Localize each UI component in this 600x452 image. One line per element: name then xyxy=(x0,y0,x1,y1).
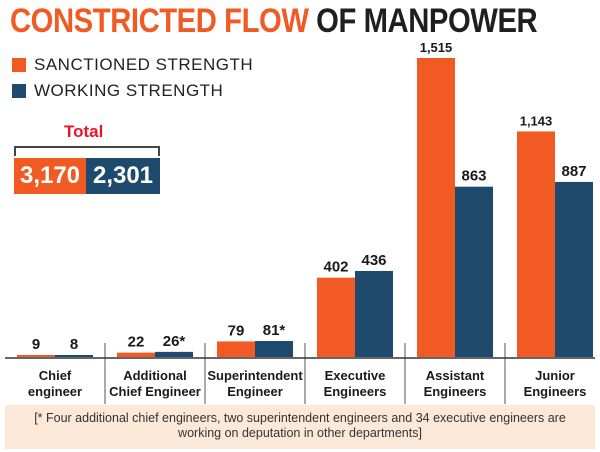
data-label-sanctioned-0: 9 xyxy=(32,336,40,353)
category-label-5-line-0: Junior xyxy=(535,368,575,383)
data-label-working-1: 26* xyxy=(163,333,186,350)
category-label-4-line-0: Assistant xyxy=(426,368,485,383)
legend-label-working: WORKING STRENGTH xyxy=(34,81,224,100)
chart-title: CONSTRICTED FLOW OF MANPOWER xyxy=(10,2,538,41)
category-label-0-line-1: engineer xyxy=(28,384,82,399)
total-label: Total xyxy=(64,122,104,141)
legend-swatch-working xyxy=(12,84,26,98)
legend: SANCTIONED STRENGTH WORKING STRENGTH xyxy=(12,52,253,104)
total-bracket xyxy=(14,146,160,156)
legend-label-sanctioned: SANCTIONED STRENGTH xyxy=(34,55,254,74)
category-label-2-line-1: Engineer xyxy=(227,384,283,399)
data-label-working-3: 436 xyxy=(361,252,386,269)
bar-sanctioned-2 xyxy=(217,341,255,357)
data-label-sanctioned-3: 402 xyxy=(323,259,348,276)
category-label-3-line-0: Executive xyxy=(325,368,386,383)
bar-sanctioned-3 xyxy=(317,277,355,357)
legend-item-working: WORKING STRENGTH xyxy=(12,78,253,104)
bar-working-2 xyxy=(255,341,293,357)
bar-working-0 xyxy=(55,355,93,357)
category-label-0-line-0: Chief xyxy=(39,368,72,383)
category-label-1-line-0: Additional xyxy=(123,368,187,383)
data-label-sanctioned-1: 22 xyxy=(128,334,145,351)
category-label-1-line-1: Chief Engineer xyxy=(109,384,201,399)
data-label-sanctioned-5: 1,143 xyxy=(520,113,553,128)
legend-item-sanctioned: SANCTIONED STRENGTH xyxy=(12,52,253,78)
data-label-working-5: 887 xyxy=(561,163,586,180)
chart-title-part2: OF MANPOWER xyxy=(316,2,538,40)
total-working-value: 2,301 xyxy=(86,158,160,194)
bar-sanctioned-4 xyxy=(417,58,455,357)
total-sanctioned-value: 3,170 xyxy=(14,158,86,194)
category-label-5-line-1: Engineers xyxy=(524,384,587,399)
data-label-working-2: 81* xyxy=(263,322,286,339)
bar-sanctioned-1 xyxy=(117,352,155,357)
bar-sanctioned-5 xyxy=(517,131,555,357)
data-label-sanctioned-2: 79 xyxy=(228,322,245,339)
bar-working-4 xyxy=(455,186,493,357)
bar-sanctioned-0 xyxy=(17,355,55,357)
footnote: [* Four additional chief engineers, two … xyxy=(5,405,595,449)
category-label-4-line-1: Engineers xyxy=(424,384,487,399)
category-label-2-line-0: Superintendent xyxy=(207,368,303,383)
bar-working-1 xyxy=(155,351,193,357)
data-label-sanctioned-4: 1,515 xyxy=(420,40,453,55)
data-label-working-4: 863 xyxy=(461,168,486,185)
bar-working-3 xyxy=(355,270,393,357)
bar-working-5 xyxy=(555,181,593,357)
category-label-3-line-1: Engineers xyxy=(324,384,387,399)
legend-swatch-sanctioned xyxy=(12,58,26,72)
chart-title-part1: CONSTRICTED FLOW xyxy=(10,2,309,40)
data-label-working-0: 8 xyxy=(70,336,78,353)
